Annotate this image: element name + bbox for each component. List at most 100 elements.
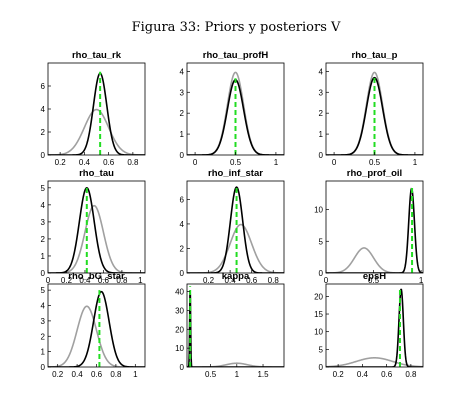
prior-curve — [326, 357, 423, 367]
axes-box — [186, 62, 285, 156]
y-tick-label: 4 — [41, 201, 46, 210]
x-tick-label: 0.2 — [52, 370, 64, 379]
x-tick-label: 0.8 — [268, 276, 280, 285]
panel-kappa: kappa 0.5 1 1.5 0 10 20 30 40 — [175, 271, 285, 379]
panel-title: epsH — [363, 271, 386, 282]
y-tick-label: 20 — [314, 292, 323, 301]
y-tick-label: 1 — [41, 252, 46, 261]
x-tick-label: 0.2 — [55, 158, 67, 167]
axes-box — [47, 283, 146, 368]
figure-title: Figura 33: Priors y posteriors V — [131, 20, 341, 35]
y-tick-label: 40 — [175, 288, 184, 297]
axes-box — [325, 283, 424, 368]
y-tick-label: 10 — [314, 206, 323, 215]
prior-curve — [326, 247, 423, 273]
prior-curve — [48, 108, 145, 155]
y-tick-label: 0 — [41, 363, 46, 372]
x-tick-label: 1 — [235, 370, 240, 379]
x-tick-label: 1 — [133, 370, 138, 379]
x-tick-label: 0.4 — [79, 276, 91, 285]
x-tick-label: 0.5 — [205, 370, 217, 379]
axes-box — [325, 62, 424, 156]
y-tick-label: 1 — [41, 348, 46, 357]
y-tick-label: 5 — [319, 237, 324, 246]
panel-rho-inf-star: rho_inf_star 0.2 0.4 0.6 0.8 0 2 4 6 — [180, 168, 285, 285]
x-tick-label: 0.6 — [98, 276, 110, 285]
panel-rho-tau-profH: rho_tau_profH 0 0.5 1 0 1 2 3 4 — [180, 50, 285, 167]
y-tick-label: 0 — [41, 151, 46, 160]
y-tick-label: 1 — [319, 130, 324, 139]
y-tick-label: 3 — [41, 317, 46, 326]
axes-box — [47, 180, 146, 274]
posterior-curve — [48, 72, 145, 155]
y-tick-label: 2 — [180, 244, 185, 253]
posterior-curve — [187, 292, 284, 367]
y-tick-label: 1 — [180, 130, 185, 139]
panel-rho-tau-p: rho_tau_p 0 0.5 1 0 1 2 3 4 — [319, 50, 424, 167]
panel-title: rho_tau_profH — [203, 50, 269, 61]
y-tick-label: 0 — [180, 363, 185, 372]
panel-title: rho_tau_p — [352, 50, 398, 61]
x-tick-label: 0.5 — [368, 276, 380, 285]
x-tick-label: 0.2 — [333, 370, 345, 379]
y-tick-label: 2 — [41, 235, 46, 244]
x-tick-label: 0 — [332, 158, 337, 167]
y-tick-label: 4 — [319, 67, 324, 76]
panel-title: rho_tau_rk — [72, 50, 122, 61]
y-tick-label: 2 — [319, 109, 324, 118]
x-tick-label: 0.8 — [405, 370, 417, 379]
x-tick-label: 0.2 — [61, 276, 73, 285]
y-tick-label: 4 — [180, 67, 185, 76]
y-tick-label: 0 — [319, 363, 324, 372]
x-tick-label: 1 — [413, 158, 418, 167]
y-tick-label: 2 — [41, 128, 46, 137]
x-tick-label: 0.6 — [91, 370, 103, 379]
panel-title: rho_prof_oil — [347, 168, 402, 179]
x-tick-label: 0.5 — [230, 158, 242, 167]
x-tick-label: 0.2 — [203, 276, 215, 285]
x-tick-label: 0.4 — [72, 370, 84, 379]
x-tick-label: 0 — [324, 276, 329, 285]
x-tick-label: 0.6 — [246, 276, 258, 285]
posterior-curve — [48, 186, 145, 273]
y-tick-label: 10 — [175, 344, 184, 353]
y-tick-label: 0 — [180, 269, 185, 278]
x-tick-label: 0 — [46, 276, 51, 285]
x-tick-label: 1.5 — [257, 370, 269, 379]
axes-box — [186, 283, 285, 368]
panel-rho-tau-rk: rho_tau_rk 0.2 0.4 0.6 0.8 0 2 4 6 — [41, 50, 146, 167]
y-tick-label: 30 — [175, 306, 184, 315]
x-tick-label: 0.4 — [225, 276, 237, 285]
y-tick-label: 0 — [319, 269, 324, 278]
y-tick-label: 20 — [175, 325, 184, 334]
prior-curve — [187, 223, 284, 273]
y-tick-label: 5 — [41, 286, 46, 295]
x-tick-label: 0.4 — [79, 158, 91, 167]
y-tick-label: 0 — [319, 151, 324, 160]
x-tick-label: 0.5 — [369, 158, 381, 167]
panel-title: rho_bG_star — [68, 271, 125, 282]
y-tick-label: 0 — [180, 151, 185, 160]
x-tick-label: 1 — [138, 276, 143, 285]
posterior-curve — [326, 288, 423, 367]
x-tick-label: 0.6 — [103, 158, 115, 167]
axes-box — [186, 180, 285, 274]
x-tick-label: 0.8 — [110, 370, 122, 379]
y-tick-label: 5 — [319, 345, 324, 354]
y-tick-label: 5 — [41, 184, 46, 193]
posterior-curve — [326, 187, 423, 273]
y-tick-label: 15 — [314, 310, 323, 319]
x-tick-label: 0 — [193, 158, 198, 167]
panel-title: rho_tau — [79, 168, 114, 179]
x-tick-label: 0.8 — [116, 276, 128, 285]
x-tick-label: 1 — [274, 158, 279, 167]
y-tick-label: 10 — [314, 328, 323, 337]
axes-box — [325, 180, 424, 274]
y-tick-label: 3 — [319, 88, 324, 97]
y-tick-label: 2 — [180, 109, 185, 118]
y-tick-label: 6 — [180, 195, 185, 204]
y-tick-label: 4 — [41, 105, 46, 114]
